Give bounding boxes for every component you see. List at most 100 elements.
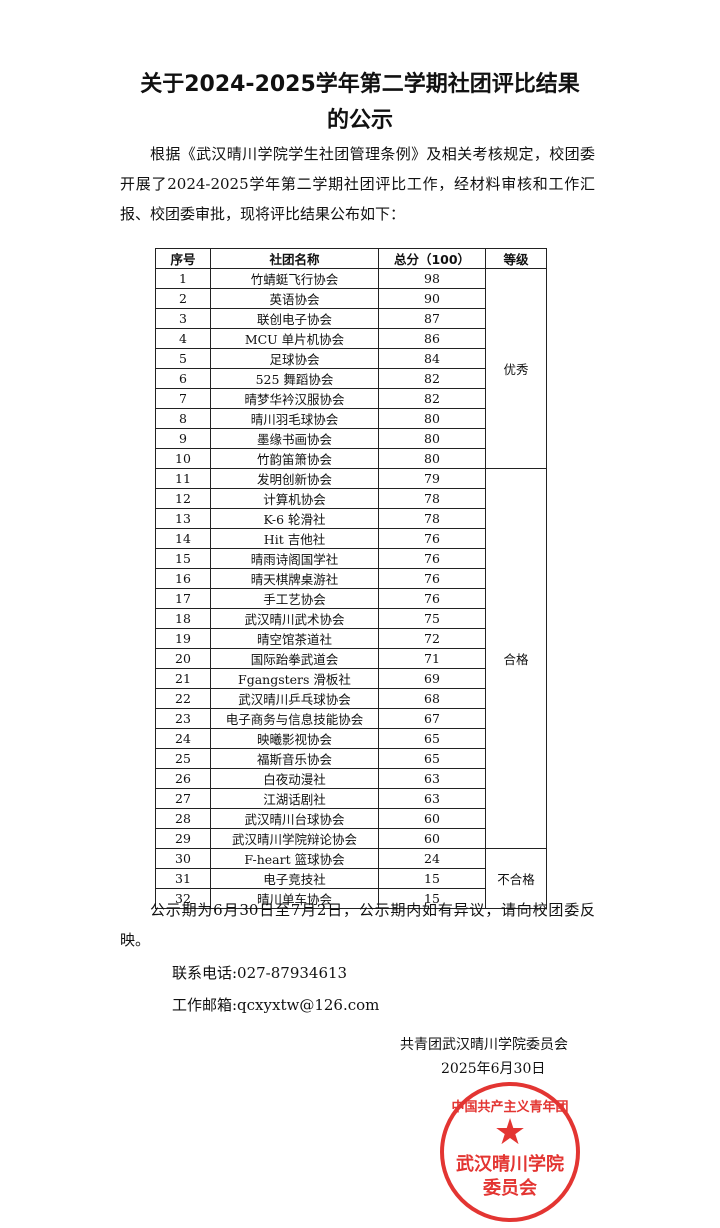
- score: 24: [378, 848, 486, 869]
- row-number: 26: [155, 768, 211, 789]
- seal-middle-text: 武汉晴川学院: [456, 1154, 564, 1175]
- club-name: F-heart 篮球协会: [210, 848, 379, 869]
- club-name: 国际跆拳武道会: [210, 648, 379, 669]
- row-number: 25: [155, 748, 211, 769]
- seal-bottom-text: 委员会: [483, 1178, 537, 1199]
- seal-top-text: 中国共产主义青年团: [451, 1100, 569, 1115]
- score: 60: [378, 808, 486, 829]
- score: 76: [378, 548, 486, 569]
- row-number: 17: [155, 588, 211, 609]
- table-row: 28 武汉晴川台球协会 60: [155, 808, 547, 829]
- row-number: 23: [155, 708, 211, 729]
- club-name: 武汉晴川武术协会: [210, 608, 379, 629]
- table-row: 23 电子商务与信息技能协会 67: [155, 708, 547, 729]
- row-number: 9: [155, 428, 211, 449]
- row-number: 5: [155, 348, 211, 369]
- notice-paragraph: 公示期为6月30日至7月2日，公示期内如有异议，请向校团委反映。: [120, 901, 595, 949]
- row-number: 2: [155, 288, 211, 309]
- club-name: 晴川羽毛球协会: [210, 408, 379, 429]
- club-name: 映曦影视协会: [210, 728, 379, 749]
- score: 71: [378, 648, 486, 669]
- row-number: 31: [155, 868, 211, 889]
- table-row: 10 竹韵笛箫协会 80: [155, 448, 547, 469]
- column-header: 社团名称: [210, 248, 379, 269]
- row-number: 21: [155, 668, 211, 689]
- club-name: Fgangsters 滑板社: [210, 668, 379, 689]
- score: 82: [378, 388, 486, 409]
- club-name: 白夜动漫社: [210, 768, 379, 789]
- table-row: 14 Hit 吉他社 76: [155, 528, 547, 549]
- score: 84: [378, 348, 486, 369]
- club-name: MCU 单片机协会: [210, 328, 379, 349]
- score: 76: [378, 528, 486, 549]
- table-row: 25 福斯音乐协会 65: [155, 748, 547, 769]
- table-row: 4 MCU 单片机协会 86: [155, 328, 547, 349]
- club-name: 足球协会: [210, 348, 379, 369]
- score: 60: [378, 828, 486, 849]
- row-number: 4: [155, 328, 211, 349]
- table-row: 26 白夜动漫社 63: [155, 768, 547, 789]
- score: 75: [378, 608, 486, 629]
- score: 15: [378, 868, 486, 889]
- table-row: 6 525 舞蹈协会 82: [155, 368, 547, 389]
- score: 15: [378, 888, 486, 909]
- table-row: 8 晴川羽毛球协会 80: [155, 408, 547, 429]
- table-row: 13 K-6 轮滑社 78: [155, 508, 547, 529]
- score: 69: [378, 668, 486, 689]
- star-icon: ★: [493, 1112, 527, 1153]
- club-name: 晴梦华衿汉服协会: [210, 388, 379, 409]
- table-row: 30 F-heart 篮球协会 24 不合格: [155, 848, 547, 909]
- table-row: 9 墨缘书画协会 80: [155, 428, 547, 449]
- row-number: 11: [155, 468, 211, 489]
- score: 68: [378, 688, 486, 709]
- club-name: 联创电子协会: [210, 308, 379, 329]
- table-row: 7 晴梦华衿汉服协会 82: [155, 388, 547, 409]
- score: 63: [378, 768, 486, 789]
- column-header: 等级: [485, 248, 547, 269]
- score: 63: [378, 788, 486, 809]
- row-number: 15: [155, 548, 211, 569]
- row-number: 18: [155, 608, 211, 629]
- row-number: 8: [155, 408, 211, 429]
- signature-org: 共青团武汉晴川学院委员会: [400, 1037, 568, 1053]
- club-name: 竹韵笛箫协会: [210, 448, 379, 469]
- club-name: 525 舞蹈协会: [210, 368, 379, 389]
- contact-phone: 联系电话:027-87934613: [172, 964, 348, 982]
- row-number: 16: [155, 568, 211, 589]
- club-name: 发明创新协会: [210, 468, 379, 489]
- row-number: 3: [155, 308, 211, 329]
- grade-cell: 不合格: [485, 848, 547, 909]
- score: 65: [378, 748, 486, 769]
- club-name: 晴雨诗阁国学社: [210, 548, 379, 569]
- score: 86: [378, 328, 486, 349]
- table-row: 32 晴川单车协会 15: [155, 888, 547, 909]
- score: 98: [378, 268, 486, 289]
- score: 87: [378, 308, 486, 329]
- column-header: 序号: [155, 248, 211, 269]
- row-number: 27: [155, 788, 211, 809]
- score: 80: [378, 428, 486, 449]
- score: 76: [378, 568, 486, 589]
- club-name: 手工艺协会: [210, 588, 379, 609]
- title-line-2: 的公示: [326, 108, 393, 133]
- club-name: 武汉晴川学院辩论协会: [210, 828, 379, 849]
- club-name: 英语协会: [210, 288, 379, 309]
- score: 82: [378, 368, 486, 389]
- row-number: 13: [155, 508, 211, 529]
- row-number: 24: [155, 728, 211, 749]
- club-name: 电子商务与信息技能协会: [210, 708, 379, 729]
- row-number: 22: [155, 688, 211, 709]
- row-number: 1: [155, 268, 211, 289]
- row-number: 19: [155, 628, 211, 649]
- table-row: 16 晴天棋牌桌游社 76: [155, 568, 547, 589]
- score: 90: [378, 288, 486, 309]
- score: 80: [378, 408, 486, 429]
- intro-paragraph: 根据《武汉晴川学院学生社团管理条例》及相关考核规定，校团委开展了2024-202…: [120, 145, 595, 223]
- score: 65: [378, 728, 486, 749]
- table-row: 1 竹蜻蜓飞行协会 98 优秀: [155, 268, 547, 469]
- club-name: 江湖话剧社: [210, 788, 379, 809]
- table-row: 29 武汉晴川学院辩论协会 60: [155, 828, 547, 849]
- row-number: 14: [155, 528, 211, 549]
- row-number: 30: [155, 848, 211, 869]
- club-name: 晴天棋牌桌游社: [210, 568, 379, 589]
